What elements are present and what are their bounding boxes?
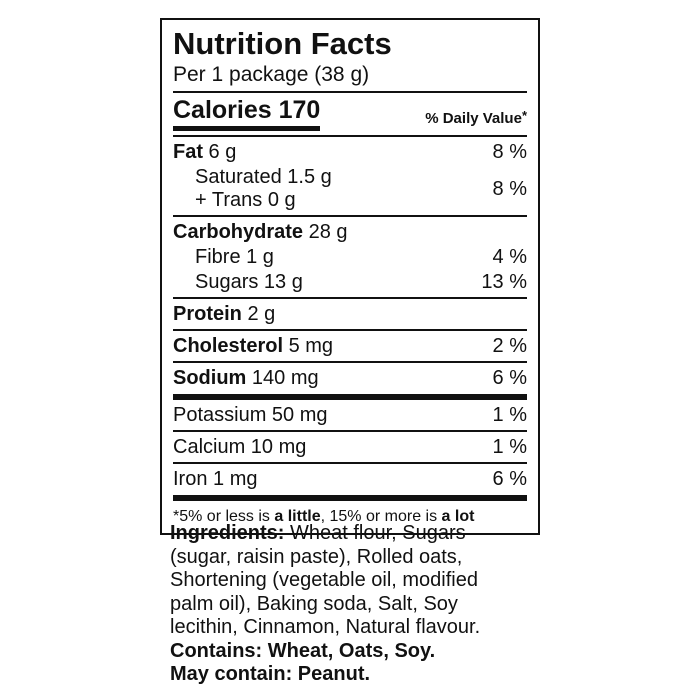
nutrient-row-fibre: Fibre 1 g 4 %	[173, 245, 527, 270]
nutrient-name-bold: Fat	[173, 141, 203, 163]
nutrient-name: Fibre 1 g	[195, 246, 274, 268]
trans-line: + Trans 0 g	[195, 189, 296, 211]
nutrient-name-bold: Cholesterol	[173, 335, 284, 357]
nutrient-amount: 5 mg	[283, 335, 334, 357]
divider	[173, 430, 527, 432]
nutrient-amount: 2 g	[241, 303, 276, 325]
divider	[173, 361, 527, 363]
nutrient-row-calcium: Calcium 10 mg 1 %	[173, 435, 527, 460]
nutrient-row-sodium: Sodium 140 mg 6 %	[173, 366, 527, 391]
nutrient-daily-value: 8 %	[492, 141, 527, 163]
nutrient-row-cholesterol: Cholesterol 5 mg 2 %	[173, 334, 527, 359]
nutrient-daily-value: 1 %	[492, 436, 527, 458]
divider	[173, 91, 527, 93]
nutrient-amount: 6 g	[203, 141, 237, 163]
divider	[173, 329, 527, 331]
ingredients-section: Ingredients: Wheat flour, Sugars (sugar,…	[170, 522, 512, 687]
nutrient-name: Cholesterol 5 mg	[173, 335, 333, 358]
nutrient-daily-value: 8 %	[492, 177, 527, 200]
footnote-a-little: a little	[274, 508, 321, 525]
nutrient-name-bold: Carbohydrate	[173, 221, 304, 243]
nutrient-name: Sodium 140 mg	[173, 367, 319, 390]
nutrient-name: Protein 2 g	[173, 303, 275, 326]
nutrient-row-sugars: Sugars 13 g 13 %	[173, 270, 527, 295]
thick-divider	[173, 394, 527, 400]
nutrient-daily-value: 6 %	[492, 367, 527, 389]
nutrient-amount: 140 mg	[246, 367, 319, 389]
nutrition-facts-table: Nutrition Facts Per 1 package (38 g) Cal…	[160, 18, 540, 535]
nutrient-amount: 28 g	[303, 221, 348, 243]
nutrient-row-saturated-trans: Saturated 1.5 g + Trans 0 g 8 %	[173, 165, 527, 213]
nutrient-name: Sugars 13 g	[195, 271, 303, 293]
nutrient-daily-value: 13 %	[481, 271, 527, 293]
footnote-asterisk: *	[173, 508, 180, 525]
divider	[173, 297, 527, 299]
nutrient-daily-value: 1 %	[492, 404, 527, 426]
ingredients-list: Ingredients: Wheat flour, Sugars (sugar,…	[170, 522, 512, 640]
footnote-a-lot: a lot	[441, 508, 475, 525]
daily-value-footnote: *5% or less is a little, 15% or more is …	[173, 504, 527, 528]
daily-value-asterisk: *	[521, 108, 527, 123]
ingredients-heading: Ingredients:	[170, 522, 285, 544]
nutrient-name-bold: Sodium	[173, 367, 247, 389]
nutrient-row-fat: Fat 6 g 8 %	[173, 140, 527, 165]
nutrient-row-carbohydrate: Carbohydrate 28 g	[173, 220, 527, 245]
nutrient-name: Fat 6 g	[173, 141, 236, 164]
daily-value-header-text: % Daily Value	[425, 110, 522, 127]
may-contain-text: May contain: Peanut.	[170, 663, 371, 685]
contains-statement: Contains: Wheat, Oats, Soy.	[170, 640, 512, 664]
nutrient-daily-value: 4 %	[492, 246, 527, 268]
saturated-line: Saturated 1.5 g	[195, 166, 332, 188]
contains-text: Contains: Wheat, Oats, Soy.	[170, 639, 436, 662]
calories-row: Calories 170 % Daily Value*	[173, 96, 527, 131]
nutrient-name: Calcium 10 mg	[173, 436, 307, 458]
nutrient-name: Iron 1 mg	[173, 468, 258, 490]
nutrient-name: Saturated 1.5 g + Trans 0 g	[173, 166, 332, 212]
nutrient-row-iron: Iron 1 mg 6 %	[173, 467, 527, 492]
divider	[173, 135, 527, 137]
nutrition-facts-title: Nutrition Facts	[173, 26, 392, 61]
nutrient-name: Potassium 50 mg	[173, 404, 328, 426]
divider	[173, 215, 527, 217]
serving-size: Per 1 package (38 g)	[173, 63, 370, 86]
may-contain-statement: May contain: Peanut.	[170, 663, 512, 687]
footnote-text-1: 5% or less is	[179, 508, 275, 525]
daily-value-header: % Daily Value*	[425, 107, 527, 131]
nutrient-daily-value: 6 %	[492, 468, 527, 490]
footnote-text-2: , 15% or more is	[320, 508, 442, 525]
thick-divider	[173, 495, 527, 501]
divider	[173, 462, 527, 464]
nutrient-row-protein: Protein 2 g	[173, 302, 527, 327]
nutrient-name-bold: Protein	[173, 303, 242, 325]
nutrient-name: Carbohydrate 28 g	[173, 221, 348, 244]
nutrient-daily-value: 2 %	[492, 335, 527, 357]
ingredients-text: Wheat flour, Sugars (sugar, raisin paste…	[170, 522, 481, 638]
nutrient-row-potassium: Potassium 50 mg 1 %	[173, 403, 527, 428]
calories-value: Calories 170	[173, 96, 321, 131]
